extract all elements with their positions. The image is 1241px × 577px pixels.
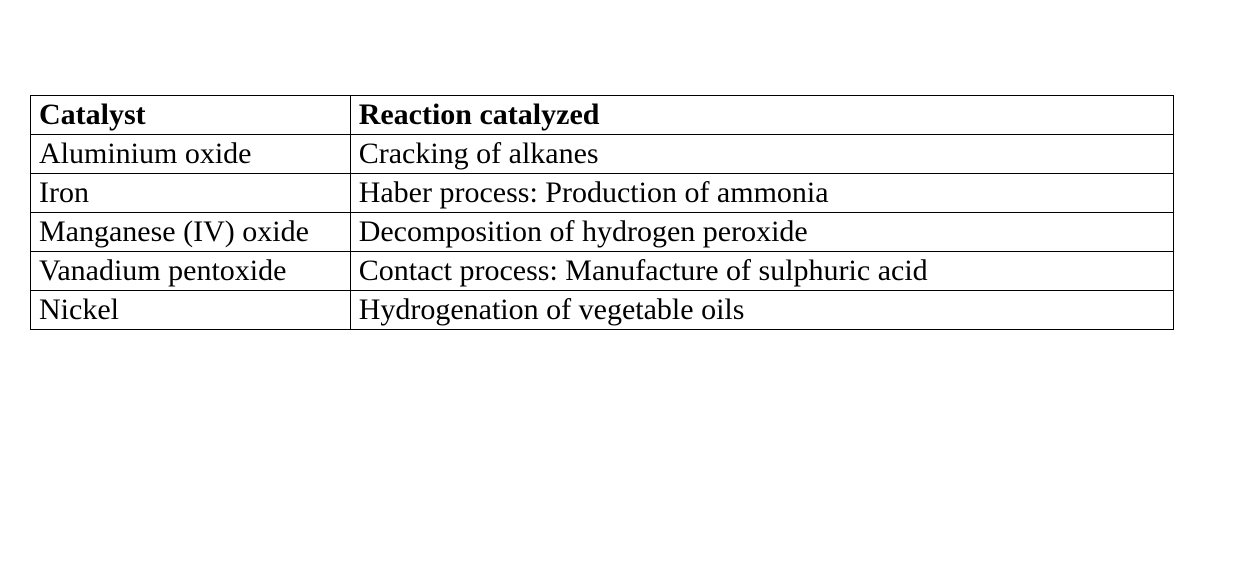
table-container: Catalyst Reaction catalyzed Aluminium ox… [0, 0, 1241, 360]
table-row: Aluminium oxide Cracking of alkanes [31, 135, 1174, 174]
cell-catalyst: Aluminium oxide [31, 135, 351, 174]
table-row: Nickel Hydrogenation of vegetable oils [31, 291, 1174, 330]
cell-catalyst: Nickel [31, 291, 351, 330]
cell-reaction: Cracking of alkanes [350, 135, 1173, 174]
cell-reaction: Contact process: Manufacture of sulphuri… [350, 252, 1173, 291]
cell-catalyst: Vanadium pentoxide [31, 252, 351, 291]
catalyst-table: Catalyst Reaction catalyzed Aluminium ox… [30, 95, 1174, 330]
table-row: Iron Haber process: Production of ammoni… [31, 174, 1174, 213]
header-catalyst: Catalyst [31, 96, 351, 135]
cell-reaction: Hydrogenation of vegetable oils [350, 291, 1173, 330]
table-header-row: Catalyst Reaction catalyzed [31, 96, 1174, 135]
header-reaction: Reaction catalyzed [350, 96, 1173, 135]
cell-reaction: Haber process: Production of ammonia [350, 174, 1173, 213]
table-row: Manganese (IV) oxide Decomposition of hy… [31, 213, 1174, 252]
cell-reaction: Decomposition of hydrogen peroxide [350, 213, 1173, 252]
table-row: Vanadium pentoxide Contact process: Manu… [31, 252, 1174, 291]
cell-catalyst: Iron [31, 174, 351, 213]
cell-catalyst: Manganese (IV) oxide [31, 213, 351, 252]
